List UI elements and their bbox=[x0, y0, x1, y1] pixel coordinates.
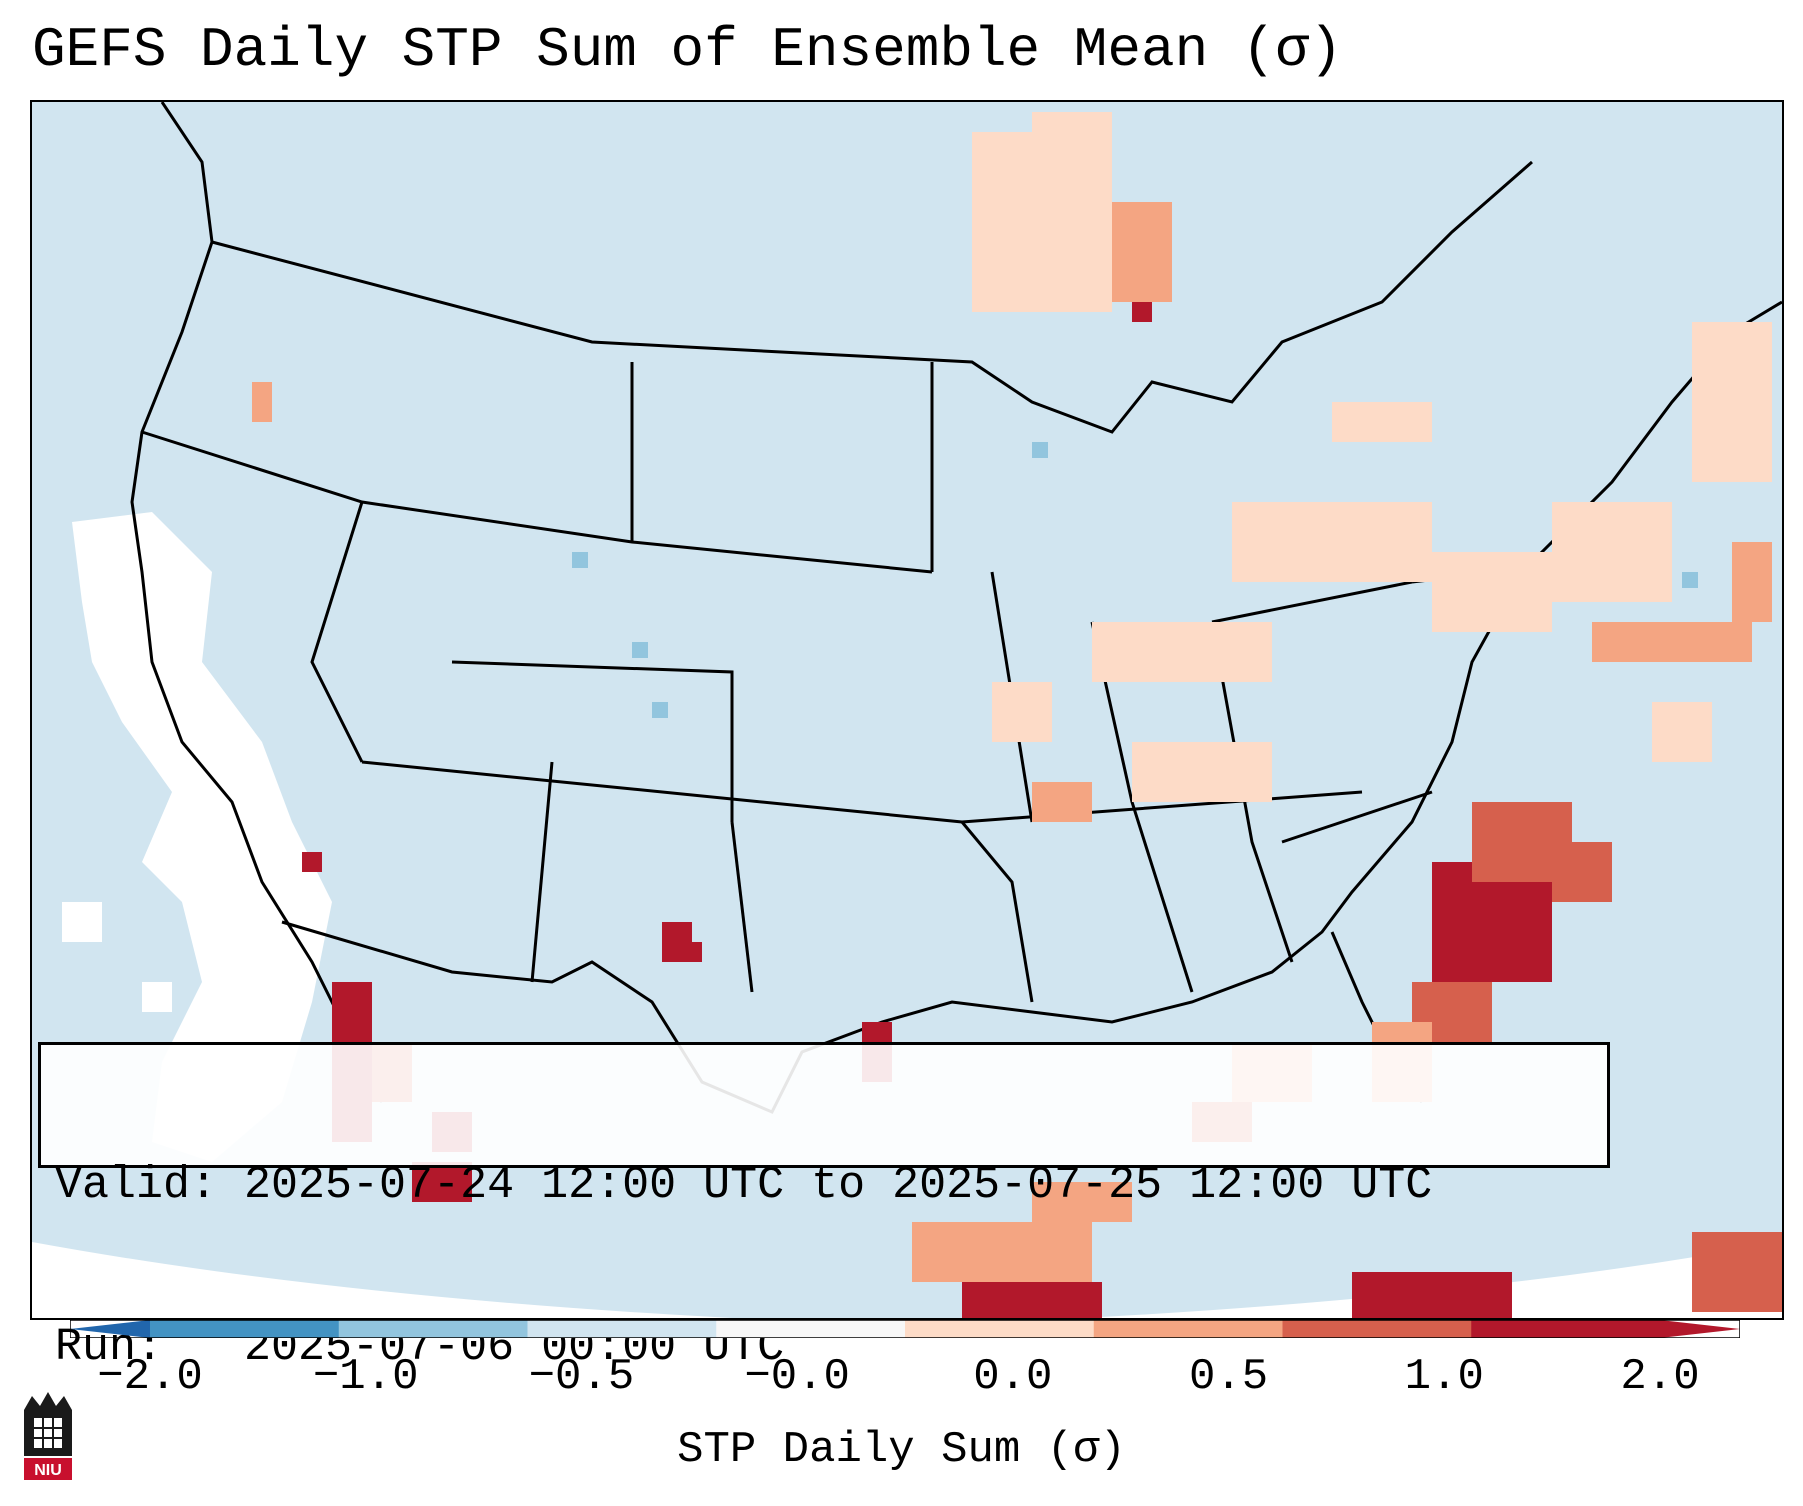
valid-time-box: Valid: 2025-07-24 12:00 UTC to 2025-07-2… bbox=[38, 1042, 1610, 1373]
valid-time-text: Valid: 2025-07-24 12:00 UTC to 2025-07-2… bbox=[55, 1160, 1433, 1211]
colorbar-tick-label: −0.0 bbox=[744, 1352, 850, 1402]
colorbar-extend-high bbox=[1660, 1320, 1740, 1338]
boundary-lines bbox=[130, 102, 1782, 1114]
colorbar-segment bbox=[905, 1320, 1095, 1338]
niu-logo-text: NIU bbox=[34, 1462, 62, 1479]
colorbar-segment bbox=[150, 1320, 340, 1338]
niu-logo-icon: NIU bbox=[24, 1392, 72, 1480]
colorbar-tick-label: −1.0 bbox=[312, 1352, 419, 1402]
map-canvas bbox=[32, 102, 1782, 1318]
stp-anomaly-cells bbox=[252, 112, 1782, 1318]
colorbar-tick-label: 0.5 bbox=[1188, 1352, 1269, 1402]
colorbar-tick-label: −0.5 bbox=[528, 1352, 635, 1402]
map-title: GEFS Daily STP Sum of Ensemble Mean (σ) bbox=[32, 18, 1343, 82]
colorbar-label: STP Daily Sum (σ) bbox=[677, 1425, 1126, 1475]
colorbar-segment bbox=[1471, 1320, 1661, 1338]
colorbar-tick-label: 2.0 bbox=[1620, 1352, 1700, 1402]
us-canada-border bbox=[211, 160, 1533, 434]
colorbar-segment bbox=[338, 1320, 528, 1338]
colorbar-ticks: −2.0 −1.0 −0.5 −0.0 0.0 0.5 1.0 2.0 bbox=[0, 1352, 1803, 1402]
colorbar-segment bbox=[1093, 1320, 1283, 1338]
colorbar-tick-label: 1.0 bbox=[1404, 1352, 1484, 1402]
colorbar-tick-label: −2.0 bbox=[97, 1352, 203, 1402]
colorbar-segment bbox=[527, 1320, 717, 1338]
projection-edge-left bbox=[32, 1242, 732, 1318]
colorbar-segment bbox=[716, 1320, 906, 1338]
colorbar-extend-low bbox=[70, 1320, 150, 1338]
projection-edge-right bbox=[1082, 1242, 1782, 1318]
west-coast bbox=[130, 102, 384, 1103]
colorbar-segment bbox=[1282, 1320, 1472, 1338]
colorbar bbox=[70, 1320, 1740, 1338]
colorbar-tick-label: 0.0 bbox=[973, 1352, 1053, 1402]
neutral-region-pacific bbox=[62, 512, 332, 1162]
stp-negative-cells bbox=[572, 442, 1698, 718]
